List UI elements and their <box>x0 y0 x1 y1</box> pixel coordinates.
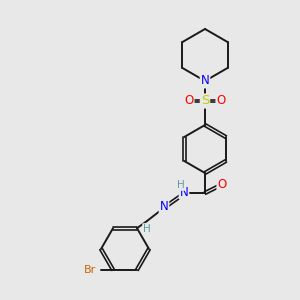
Text: N: N <box>160 200 168 214</box>
Text: O: O <box>184 94 194 107</box>
Text: S: S <box>201 94 209 107</box>
Text: O: O <box>218 178 226 190</box>
Text: N: N <box>201 74 209 88</box>
Text: H: H <box>177 180 185 190</box>
Text: Br: Br <box>84 265 96 275</box>
Text: H: H <box>143 224 151 234</box>
Text: O: O <box>216 94 226 107</box>
Text: N: N <box>180 185 188 199</box>
